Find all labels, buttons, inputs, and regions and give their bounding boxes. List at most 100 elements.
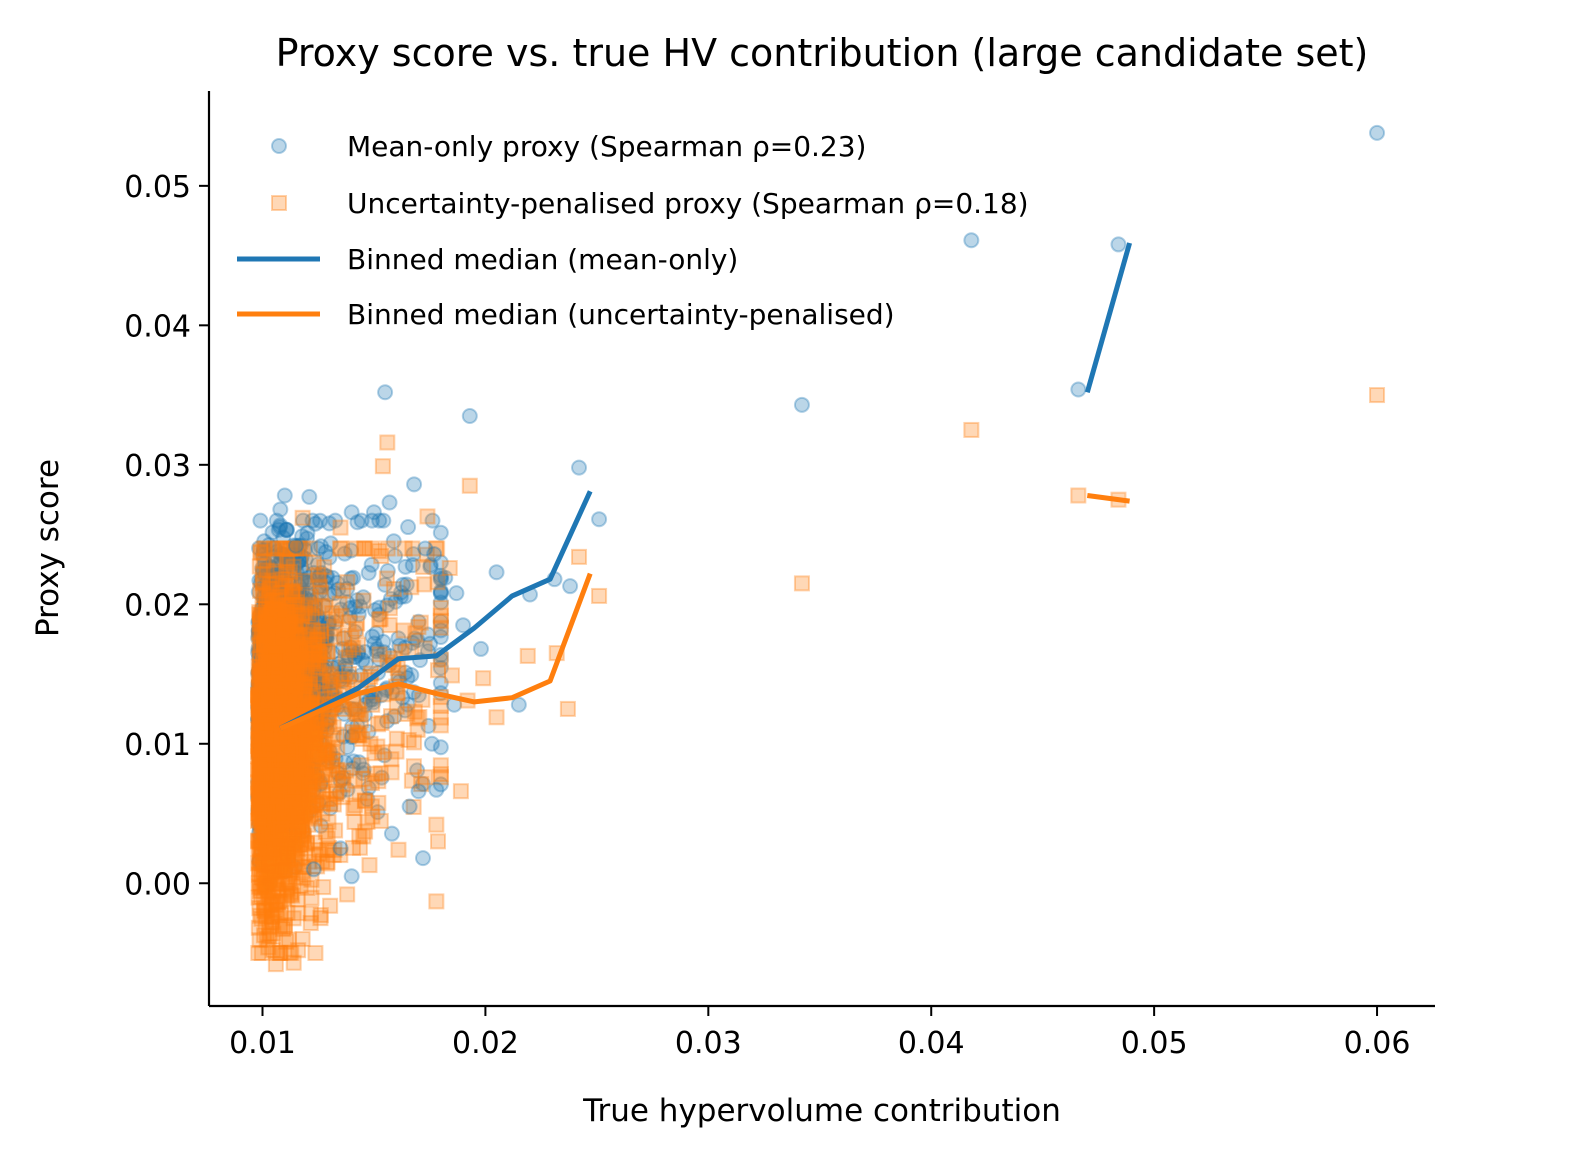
scatter-point-mean-only xyxy=(343,868,360,885)
scatter-point-mean-only xyxy=(299,684,316,701)
scatter-point-mean-only xyxy=(269,576,286,593)
scatter-point-mean-only xyxy=(253,723,270,740)
scatter-point-mean-only xyxy=(256,697,273,714)
scatter-point-mean-only xyxy=(360,564,377,581)
scatter-point-mean-only xyxy=(269,861,286,878)
scatter-point-penalised xyxy=(591,587,608,604)
scatter-point-mean-only xyxy=(276,604,293,621)
scatter-point-mean-only xyxy=(261,619,278,636)
scatter-point-mean-only xyxy=(258,595,275,612)
scatter-point-mean-only xyxy=(258,686,275,703)
scatter-point-mean-only xyxy=(261,733,278,750)
scatter-point-mean-only xyxy=(256,741,273,758)
scatter-point-mean-only xyxy=(448,585,465,602)
scatter-point-mean-only xyxy=(276,549,293,566)
scatter-point-mean-only xyxy=(263,780,280,797)
scatter-point-mean-only xyxy=(253,767,270,784)
scatter-point-mean-only xyxy=(253,624,270,641)
scatter-point-mean-only xyxy=(260,679,277,696)
scatter-point-mean-only xyxy=(334,769,351,786)
scatter-point-mean-only xyxy=(250,675,267,692)
scatter-point-mean-only xyxy=(330,655,347,672)
scatter-point-mean-only xyxy=(279,770,296,787)
scatter-point-mean-only xyxy=(275,604,292,621)
scatter-point-mean-only xyxy=(346,648,363,665)
scatter-point-mean-only xyxy=(289,661,306,678)
scatter-point-mean-only xyxy=(308,673,325,690)
scatter-point-mean-only xyxy=(285,680,302,697)
scatter-point-mean-only xyxy=(336,545,353,562)
scatter-point-mean-only xyxy=(294,628,311,645)
scatter-point-mean-only xyxy=(272,755,289,772)
scatter-point-mean-only xyxy=(269,708,286,725)
scatter-point-mean-only xyxy=(272,743,289,760)
scatter-point-mean-only xyxy=(271,653,288,670)
scatter-point-mean-only xyxy=(269,766,286,783)
scatter-point-mean-only xyxy=(256,636,273,653)
scatter-point-mean-only xyxy=(264,695,281,712)
scatter-point-mean-only xyxy=(283,603,300,620)
scatter-point-penalised xyxy=(261,683,278,700)
scatter-point-mean-only xyxy=(268,814,285,831)
scatter-point-mean-only xyxy=(266,643,283,660)
scatter-point-mean-only xyxy=(313,538,330,555)
chart-title: Proxy score vs. true HV contribution (la… xyxy=(276,31,1369,75)
scatter-point-mean-only xyxy=(264,772,281,789)
scatter-point-mean-only xyxy=(423,735,440,752)
scatter-point-mean-only xyxy=(262,775,279,792)
scatter-point-penalised xyxy=(287,615,304,632)
scatter-point-mean-only xyxy=(271,612,288,629)
scatter-point-mean-only xyxy=(271,696,288,713)
y-axis-ticks: 0.00 0.01 0.02 0.03 0.04 0.05 xyxy=(124,170,209,902)
scatter-point-mean-only xyxy=(254,774,271,791)
scatter-point-penalised xyxy=(252,582,269,599)
scatter-point-mean-only xyxy=(286,825,303,842)
scatter-point-mean-only xyxy=(303,674,320,691)
scatter-point-mean-only xyxy=(338,594,355,611)
scatter-point-mean-only xyxy=(260,632,277,649)
scatter-point-mean-only xyxy=(392,588,409,605)
scatter-point-mean-only xyxy=(291,552,308,569)
scatter-point-mean-only xyxy=(277,635,294,652)
scatter-point-penalised xyxy=(262,897,279,914)
scatter-point-mean-only xyxy=(251,679,268,696)
scatter-point-penalised xyxy=(333,540,350,557)
scatter-point-mean-only xyxy=(259,592,276,609)
scatter-point-mean-only xyxy=(264,696,281,713)
scatter-point-mean-only xyxy=(254,547,271,564)
scatter-point-mean-only xyxy=(290,632,307,649)
scatter-point-mean-only xyxy=(281,703,298,720)
scatter-point-mean-only xyxy=(252,690,269,707)
scatter-point-mean-only xyxy=(265,826,282,843)
scatter-point-mean-only xyxy=(283,683,300,700)
scatter-point-mean-only xyxy=(264,649,281,666)
scatter-point-mean-only xyxy=(260,637,277,654)
scatter-point-mean-only xyxy=(263,774,280,791)
scatter-point-mean-only xyxy=(253,713,270,730)
scatter-point-mean-only xyxy=(410,783,427,800)
scatter-point-mean-only xyxy=(278,761,295,778)
scatter-point-penalised xyxy=(372,812,389,829)
scatter-point-mean-only xyxy=(284,593,301,610)
scatter-point-mean-only xyxy=(270,675,287,692)
scatter-point-mean-only xyxy=(268,512,285,529)
scatter-point-penalised xyxy=(356,540,373,557)
scatter-point-mean-only xyxy=(274,656,291,673)
scatter-point-mean-only xyxy=(266,777,283,794)
scatter-point-mean-only xyxy=(274,790,291,807)
scatter-point-penalised xyxy=(381,600,398,617)
scatter-point-mean-only xyxy=(256,603,273,620)
scatter-point-mean-only xyxy=(272,691,289,708)
scatter-point-mean-only xyxy=(280,671,297,688)
scatter-point-mean-only xyxy=(263,684,280,701)
scatter-point-mean-only xyxy=(289,555,306,572)
scatter-point-mean-only xyxy=(291,802,308,819)
scatter-point-mean-only xyxy=(273,619,290,636)
legend-marker-mean-only xyxy=(271,138,287,154)
scatter-point-mean-only xyxy=(261,700,278,717)
scatter-point-mean-only xyxy=(255,649,272,666)
scatter-point-mean-only xyxy=(258,605,275,622)
scatter-point-mean-only xyxy=(311,681,328,698)
scatter-point-mean-only xyxy=(377,384,394,401)
scatter-point-mean-only xyxy=(297,806,314,823)
